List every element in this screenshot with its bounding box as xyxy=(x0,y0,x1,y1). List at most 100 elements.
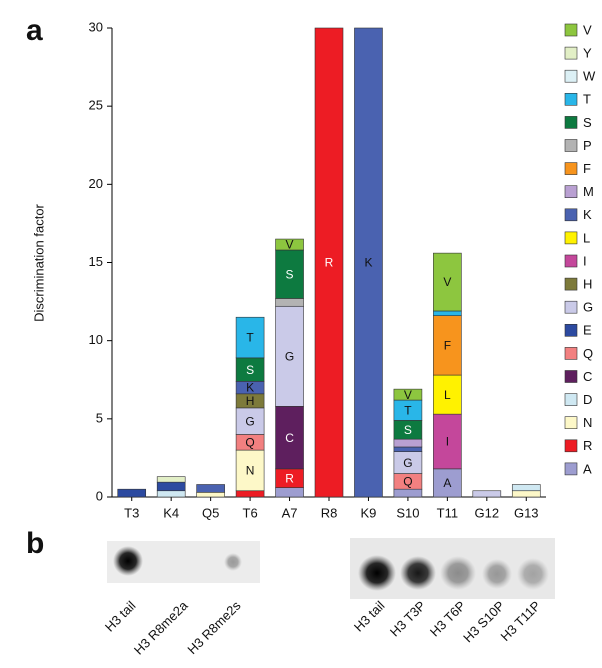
segment-label: I xyxy=(446,435,449,449)
segment-label: V xyxy=(404,388,412,402)
legend-swatch xyxy=(564,23,578,37)
legend-swatch xyxy=(564,323,578,337)
legend-label: Q xyxy=(583,346,593,361)
lane-label: H3 R8me2s xyxy=(184,598,243,657)
x-tick-label: S10 xyxy=(396,505,419,520)
legend-swatch xyxy=(564,162,578,175)
bar-segment xyxy=(354,27,383,498)
segment-label: N xyxy=(246,464,255,478)
segment-label: K xyxy=(364,256,372,270)
legend-swatch xyxy=(564,139,578,152)
legend-label: L xyxy=(583,230,590,245)
segment-label: F xyxy=(444,339,451,353)
segment-label: T xyxy=(246,331,254,345)
x-tick-label: A7 xyxy=(282,505,298,520)
legend-label: N xyxy=(583,415,592,430)
segment-label: R xyxy=(285,471,294,485)
bar-segment xyxy=(156,481,186,492)
bar-segment xyxy=(393,438,423,448)
x-tick-label: T11 xyxy=(437,505,458,520)
y-tick-label: 15 xyxy=(89,254,103,269)
y-tick-label: 10 xyxy=(89,332,103,347)
legend-label: F xyxy=(583,161,591,176)
segment-label: L xyxy=(444,388,451,402)
segment-label: T xyxy=(404,403,412,417)
legend-label: P xyxy=(583,138,592,153)
y-tick-label: 20 xyxy=(89,176,103,191)
legend-label: T xyxy=(583,92,591,107)
legend-label: I xyxy=(583,253,587,268)
bar-segment xyxy=(511,490,541,498)
bar-segment xyxy=(275,238,304,251)
legend-swatch xyxy=(564,231,578,245)
bar-segment xyxy=(156,490,186,498)
segment-label: S xyxy=(404,423,412,437)
legend-swatch xyxy=(564,300,578,314)
x-tick-label: Q5 xyxy=(202,505,219,520)
segment-label: V xyxy=(443,275,451,289)
legend-swatch xyxy=(564,116,578,129)
x-tick-label: G12 xyxy=(475,505,500,520)
legend-label: S xyxy=(583,115,592,130)
segment-label: Q xyxy=(403,475,412,489)
segment-label: V xyxy=(286,238,294,252)
bar-segment xyxy=(196,484,225,493)
segment-label: A xyxy=(443,476,451,490)
lane-label: H3 T3P xyxy=(387,598,429,640)
legend-swatch xyxy=(564,208,578,222)
legend-swatch xyxy=(564,185,578,198)
bar-segment xyxy=(393,388,423,401)
bar-segment xyxy=(196,492,225,498)
segment-label: H xyxy=(246,394,255,408)
bar-segment xyxy=(433,310,462,316)
legend-label: R xyxy=(583,438,592,453)
segment-label: R xyxy=(325,256,334,270)
legend-label: A xyxy=(583,461,592,476)
panel-label: a xyxy=(26,14,43,47)
legend-swatch xyxy=(564,439,578,453)
bar-segment xyxy=(472,490,502,498)
blot-spot xyxy=(482,559,512,589)
segment-label: G xyxy=(403,456,412,470)
blot-2 xyxy=(350,538,555,599)
segment-label: K xyxy=(246,381,254,395)
blot-spot xyxy=(440,556,476,590)
bar-segment xyxy=(393,488,423,498)
blot-spot xyxy=(224,553,242,571)
legend-label: W xyxy=(583,69,596,84)
y-tick-label: 5 xyxy=(96,410,103,425)
segment-label: S xyxy=(246,363,254,377)
y-tick-label: 0 xyxy=(96,488,103,503)
blot-spot xyxy=(517,558,549,590)
x-tick-label: K4 xyxy=(163,505,179,520)
bar-segment xyxy=(275,298,304,307)
bar-segment xyxy=(117,488,147,498)
legend-label: G xyxy=(583,300,593,315)
legend-swatch xyxy=(564,462,578,476)
lane-label: H3 tail xyxy=(102,598,139,635)
legend-swatch xyxy=(564,69,578,83)
lane-label: H3 S10P xyxy=(460,598,507,645)
legend-label: C xyxy=(583,369,592,384)
legend-swatch xyxy=(564,370,578,383)
x-tick-label: R8 xyxy=(321,505,338,520)
x-tick-label: K9 xyxy=(361,505,377,520)
bar-segment xyxy=(156,476,186,483)
legend-swatch xyxy=(564,277,578,291)
bar-segment xyxy=(235,490,265,498)
y-tick-label: 25 xyxy=(89,98,103,113)
blot-spot xyxy=(113,546,143,576)
lane-label: H3 T11P xyxy=(498,598,544,644)
bar-segment xyxy=(393,446,423,452)
legend-swatch xyxy=(564,393,578,406)
x-tick-label: G13 xyxy=(514,505,539,520)
blot-spot xyxy=(358,555,396,591)
legend-label: Y xyxy=(583,46,592,61)
lane-label: H3 R8me2a xyxy=(131,597,191,657)
segment-label: G xyxy=(245,414,254,428)
bar-segment xyxy=(275,487,304,498)
y-tick-label: 30 xyxy=(89,19,103,34)
legend-label: M xyxy=(583,184,594,199)
segment-label: S xyxy=(286,267,294,281)
